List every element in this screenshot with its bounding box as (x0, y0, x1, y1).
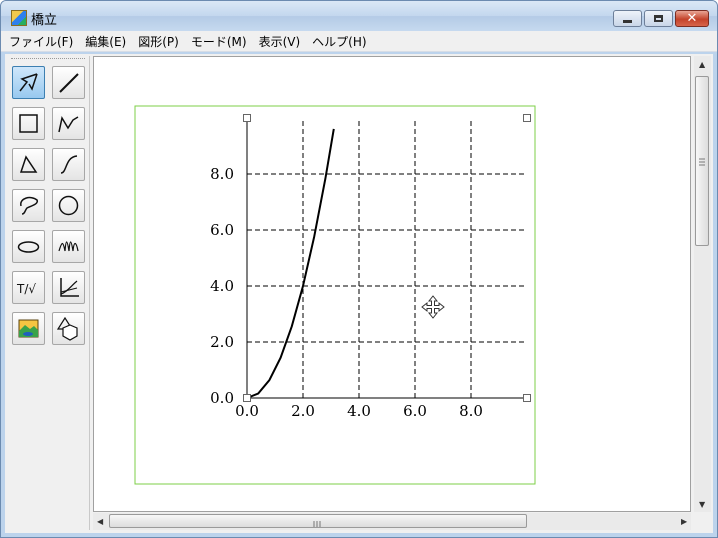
wave-tool[interactable] (52, 230, 85, 263)
resize-handle[interactable] (243, 114, 251, 122)
horizontal-scrollbar[interactable]: ◀ ▶ (93, 513, 691, 530)
y-tick-label: 0.0 (210, 389, 234, 407)
shapes-tool[interactable] (52, 312, 85, 345)
window-title: 橋立 (31, 13, 58, 28)
x-tick-label: 0.0 (235, 402, 259, 420)
freeform-icon (20, 196, 39, 215)
image-icon (18, 319, 39, 338)
data-line (246, 128, 335, 399)
triangle-icon (19, 155, 38, 173)
freeform-tool[interactable] (12, 189, 45, 222)
toolbar-grip[interactable] (11, 58, 85, 61)
line-icon (59, 73, 79, 93)
x-tick-label: 6.0 (403, 402, 427, 420)
menu-edit[interactable]: 編集(E) (85, 34, 127, 49)
scroll-up-icon[interactable]: ▲ (699, 60, 706, 69)
scroll-right-icon[interactable]: ▶ (681, 517, 688, 526)
select-arrow-icon (19, 73, 38, 92)
menu-view[interactable]: 表示(V) (258, 34, 301, 49)
app-icon[interactable] (11, 10, 27, 26)
menu-help[interactable]: ヘルプ(H) (312, 34, 367, 49)
horizontal-scroll-thumb[interactable] (109, 514, 527, 528)
scrollbar-corner (694, 513, 711, 530)
move-cursor-icon (421, 295, 445, 319)
image-tool[interactable] (12, 312, 45, 345)
close-icon: ✕ (686, 11, 698, 26)
close-button[interactable]: ✕ (675, 10, 709, 27)
tool-palette: T/√ (7, 56, 90, 530)
resize-handle[interactable] (523, 394, 531, 402)
circle-icon (58, 195, 79, 216)
x-tick-label: 2.0 (291, 402, 315, 420)
rectangle-icon (19, 114, 38, 133)
grip-icon (313, 521, 321, 527)
shapes-icon (56, 316, 78, 341)
curve-icon (60, 155, 78, 174)
y-tick-label: 6.0 (210, 221, 234, 239)
triangle-tool[interactable] (12, 148, 45, 181)
circle-tool[interactable] (52, 189, 85, 222)
ellipse-icon (17, 241, 40, 253)
menu-shape[interactable]: 図形(P) (138, 34, 179, 49)
client-area: T/√ (5, 54, 713, 533)
drawing-canvas[interactable]: 0.0 2.0 4.0 6.0 8.0 0.0 2.0 4.0 6.0 8.0 (93, 56, 691, 512)
line-tool[interactable] (52, 66, 85, 99)
y-tick-label: 8.0 (210, 165, 234, 183)
wave-icon (58, 241, 79, 252)
title-bar[interactable]: 橋立 ✕ (1, 1, 717, 31)
grip-icon (699, 158, 705, 166)
maximize-button[interactable] (644, 10, 673, 27)
vertical-scroll-thumb[interactable] (695, 76, 709, 246)
svg-text:T/√: T/√ (16, 282, 36, 296)
ellipse-tool[interactable] (12, 230, 45, 263)
minimize-icon (623, 19, 632, 23)
x-tick-label: 4.0 (347, 402, 371, 420)
resize-handle[interactable] (523, 114, 531, 122)
polyline-icon (58, 115, 79, 133)
vertical-scrollbar[interactable]: ▲ ▼ (694, 56, 711, 512)
maximize-icon (654, 15, 663, 22)
polyline-tool[interactable] (52, 107, 85, 140)
minimize-button[interactable] (613, 10, 642, 27)
y-tick-label: 4.0 (210, 277, 234, 295)
y-tick-label: 2.0 (210, 333, 234, 351)
menu-mode[interactable]: モード(M) (190, 34, 247, 49)
scroll-left-icon[interactable]: ◀ (97, 517, 104, 526)
select-arrow-tool[interactable] (12, 66, 45, 99)
graph-figure[interactable]: 0.0 2.0 4.0 6.0 8.0 0.0 2.0 4.0 6.0 8.0 (94, 57, 690, 511)
curve-tool[interactable] (52, 148, 85, 181)
text-math-tool[interactable]: T/√ (12, 271, 45, 304)
menu-bar: ファイル(F) 編集(E) 図形(P) モード(M) 表示(V) ヘルプ(H) (1, 31, 717, 52)
x-tick-label: 8.0 (459, 402, 483, 420)
resize-handle[interactable] (243, 394, 251, 402)
graph-axes-icon (60, 278, 79, 297)
selection-frame[interactable] (134, 105, 536, 485)
graph-tool[interactable] (52, 271, 85, 304)
scroll-down-icon[interactable]: ▼ (699, 500, 706, 509)
menu-file[interactable]: ファイル(F) (9, 34, 74, 49)
text-math-icon: T/√ (16, 282, 36, 296)
rectangle-tool[interactable] (12, 107, 45, 140)
